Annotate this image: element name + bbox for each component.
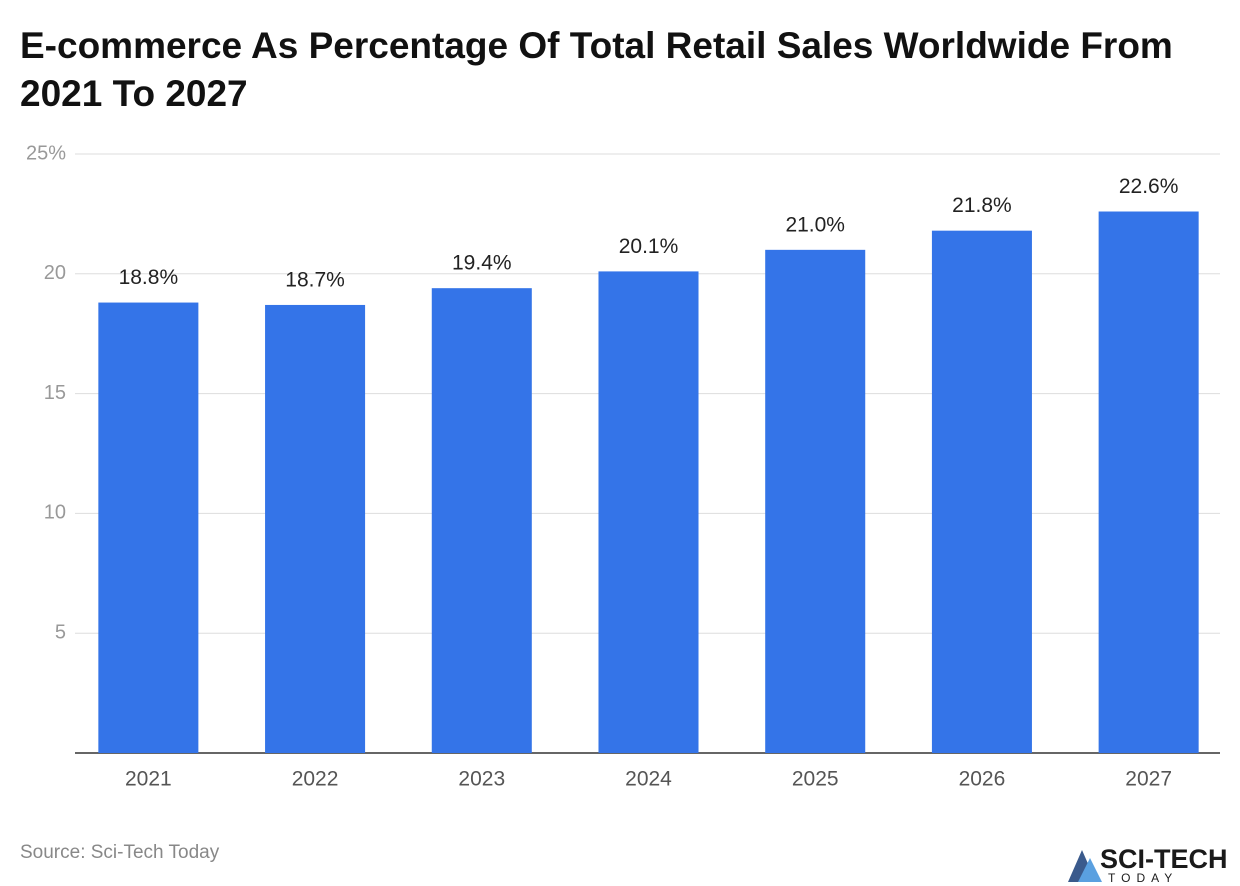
bar: [1098, 211, 1199, 753]
bar: [931, 230, 1032, 753]
bar: [598, 271, 699, 753]
value-label: 19.4%: [452, 252, 512, 275]
y-tick-label: 20: [44, 262, 66, 284]
y-tick-label: 25%: [26, 142, 66, 164]
logo-icon: [1078, 858, 1102, 882]
x-tick-label: 2021: [125, 768, 172, 791]
value-label: 20.1%: [619, 235, 679, 258]
x-tick-label: 2024: [625, 768, 672, 791]
y-tick-label: 15: [44, 382, 66, 404]
bar: [765, 249, 866, 753]
bar: [98, 302, 199, 753]
value-label: 18.7%: [285, 268, 345, 291]
bar: [431, 288, 532, 753]
x-tick-label: 2023: [458, 768, 505, 791]
value-label: 18.8%: [119, 266, 179, 289]
logo-name: SCI-TECH: [1100, 844, 1228, 874]
x-tick-label: 2026: [959, 768, 1006, 791]
value-label: 22.6%: [1119, 175, 1179, 198]
logo-tagline: TODAY: [1108, 871, 1178, 885]
y-tick-label: 5: [55, 621, 66, 643]
logo: SCI-TECH TODAY: [1068, 844, 1228, 885]
chart-title: E-commerce As Percentage Of Total Retail…: [20, 25, 1173, 114]
x-tick-label: 2022: [292, 768, 339, 791]
value-label: 21.8%: [952, 194, 1012, 217]
value-label: 21.0%: [785, 213, 845, 236]
source: Source: Sci-Tech Today: [20, 842, 220, 863]
x-tick-label: 2025: [792, 768, 839, 791]
x-tick-label: 2027: [1125, 768, 1172, 791]
y-tick-label: 10: [44, 502, 66, 524]
bar: [265, 304, 366, 753]
